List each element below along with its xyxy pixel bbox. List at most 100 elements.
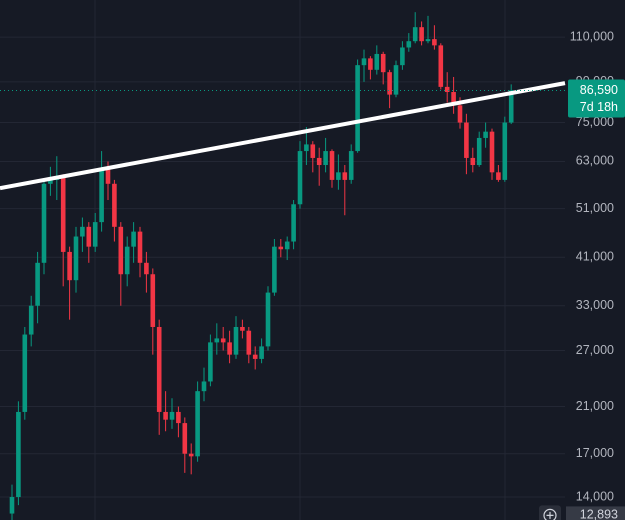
candle-body [220, 338, 226, 343]
candle-body [112, 183, 117, 227]
candle-body [451, 92, 456, 106]
candle-body [246, 330, 252, 355]
candle-body [304, 144, 309, 152]
candle-body [393, 65, 399, 95]
candle-body [387, 72, 392, 95]
candle-body [118, 226, 124, 275]
candle-body [444, 86, 450, 93]
candle-body [22, 334, 28, 412]
y-tick-label: 41,000 [576, 250, 614, 264]
candle-body [419, 27, 424, 42]
candle-body [489, 131, 495, 173]
candle-body [99, 168, 104, 223]
candle-body [457, 105, 463, 123]
candle-body [227, 342, 232, 355]
y-tick-label: 75,000 [576, 115, 614, 129]
candle-body [348, 151, 354, 180]
candle-body [380, 53, 386, 73]
price-label-box [568, 79, 625, 118]
candle-body [355, 65, 360, 152]
candle-body [412, 27, 418, 42]
candle-body [329, 151, 335, 180]
candle-body [131, 231, 136, 247]
candle-body [368, 58, 373, 70]
candle-body [124, 246, 130, 275]
y-tick-label: 51,000 [576, 201, 614, 215]
candle-body [150, 274, 156, 327]
candle-body [284, 241, 290, 250]
candle-body [195, 391, 200, 457]
candle-body [86, 226, 92, 247]
candle-body [406, 41, 412, 48]
candle-body [297, 151, 303, 205]
price-label: 86,590 [580, 83, 618, 97]
y-tick-label: 63,000 [576, 154, 614, 168]
candle-body [169, 411, 175, 420]
grid [0, 0, 565, 520]
candle-body [259, 346, 264, 359]
y-tick-label: 14,000 [576, 489, 614, 503]
candle-body [265, 292, 271, 347]
crosshair-label-box [566, 506, 625, 520]
candle-body [156, 326, 162, 412]
crosshair-label: 12,893 [580, 508, 618, 520]
candle-body [9, 497, 15, 514]
candle-body [60, 176, 66, 252]
candle-body [342, 172, 348, 180]
candle-body [176, 411, 181, 424]
candle-body [48, 179, 53, 184]
candle-body [163, 411, 168, 420]
candle-body [105, 168, 111, 184]
candle-body [278, 246, 284, 250]
candle-body [438, 45, 444, 87]
y-tick-label: 110,000 [570, 29, 614, 43]
candle-body [67, 251, 72, 281]
candle-body [28, 305, 34, 335]
candle-body [470, 157, 476, 166]
candle-body [336, 172, 341, 180]
candle-body [432, 39, 437, 46]
y-tick-label: 21,000 [576, 399, 614, 413]
y-tick-label: 17,000 [576, 446, 614, 460]
candle-body [464, 122, 469, 158]
candle-body [272, 246, 277, 293]
candle-body [252, 354, 258, 359]
candle-body [188, 453, 194, 457]
candle-body [208, 342, 213, 382]
candle-body [182, 423, 188, 454]
candles [9, 12, 514, 520]
candle-body [316, 157, 322, 166]
overlay: 110,00090,00075,00063,00051,00041,00033,… [0, 29, 625, 520]
candle-body [508, 90, 514, 123]
candle-body [41, 183, 47, 263]
candle-body [361, 58, 367, 66]
candle-body [291, 204, 296, 242]
add-button-plus [546, 511, 554, 519]
candle-body [425, 39, 431, 42]
candle-body [240, 326, 245, 331]
y-tick-label: 27,000 [576, 343, 614, 357]
candle-body [137, 231, 143, 263]
candle-body [92, 222, 98, 247]
y-tick-label: 33,000 [576, 298, 614, 312]
add-button[interactable] [543, 508, 557, 520]
candle-body [502, 122, 508, 180]
candle-body [16, 411, 21, 498]
candle-body [201, 381, 207, 392]
candle-body [483, 131, 488, 138]
candle-body [476, 137, 482, 166]
price-countdown: 7d 18h [580, 100, 618, 114]
candle-body [496, 172, 501, 180]
candle-body [73, 236, 79, 281]
candle-body [233, 326, 239, 355]
candle-body [323, 151, 328, 166]
candle-body [310, 144, 316, 158]
candle-body [80, 226, 85, 237]
trendline [0, 81, 566, 191]
candle-body [214, 338, 220, 343]
candle-body [374, 53, 380, 70]
candle-body [400, 47, 405, 66]
